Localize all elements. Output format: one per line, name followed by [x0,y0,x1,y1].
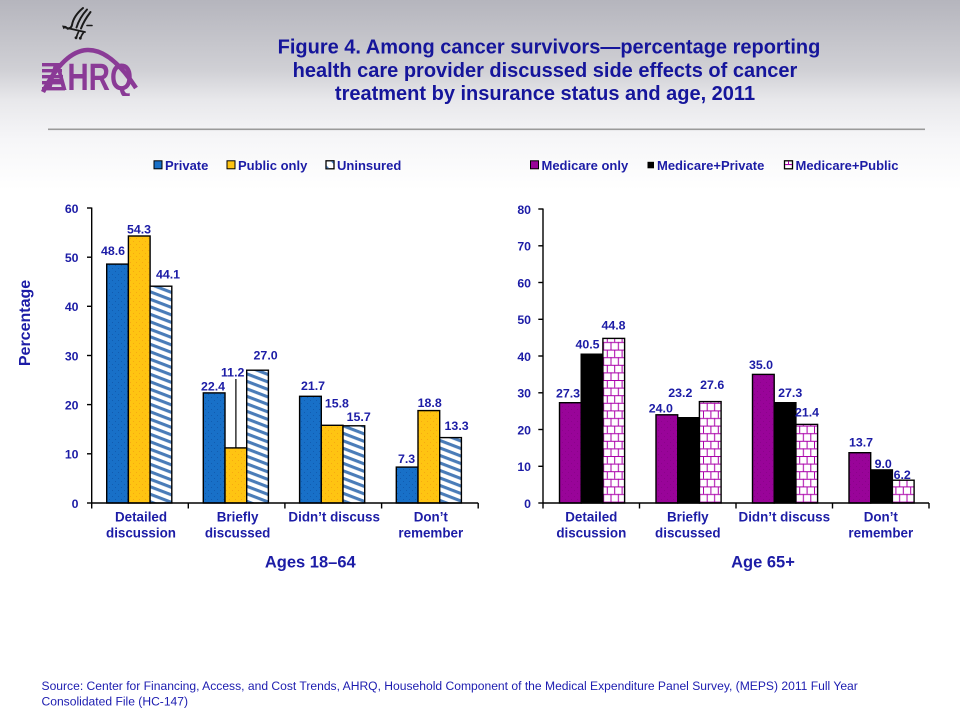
svg-text:Uninsured: Uninsured [337,158,401,173]
svg-text:15.8: 15.8 [325,397,349,411]
svg-text:27.3: 27.3 [556,387,580,401]
svg-text:Private: Private [165,158,208,173]
svg-text:40.5: 40.5 [575,338,599,352]
svg-text:Medicare only: Medicare only [542,158,629,173]
svg-text:Detailed: Detailed [565,510,617,525]
svg-text:18.8: 18.8 [418,396,442,410]
svg-text:Ages 18–64: Ages 18–64 [265,554,357,572]
svg-text:Medicare+Public: Medicare+Public [796,158,899,173]
svg-text:treatment by insurance status: treatment by insurance status and age, 2… [335,83,755,105]
svg-text:9.0: 9.0 [875,457,892,471]
svg-text:80: 80 [517,203,531,217]
svg-text:AHRQ: AHRQ [46,57,133,99]
svg-text:Percentage: Percentage [17,280,34,366]
svg-text:44.8: 44.8 [601,318,625,332]
svg-text:30: 30 [517,387,531,401]
svg-text:Source: Center for Financing,: Source: Center for Financing, Access, an… [42,679,858,693]
svg-text:7.3: 7.3 [398,452,415,466]
svg-text:Briefly: Briefly [667,510,709,525]
svg-text:Figure 4. Among cancer survivo: Figure 4. Among cancer survivors—percent… [278,37,821,59]
svg-text:21.4: 21.4 [795,405,819,419]
svg-text:Didn’t discuss: Didn’t discuss [739,510,831,525]
svg-text:Detailed: Detailed [115,510,167,525]
svg-text:discussion: discussion [106,526,176,541]
svg-text:11.2: 11.2 [221,366,245,380]
svg-text:discussed: discussed [205,526,271,541]
svg-text:40: 40 [65,300,79,314]
svg-text:21.7: 21.7 [301,379,325,393]
svg-text:remember: remember [398,526,464,541]
svg-text:Don’t: Don’t [864,510,899,525]
svg-text:discussion: discussion [556,526,626,541]
svg-text:44.1: 44.1 [156,268,180,282]
svg-text:0: 0 [524,497,531,511]
svg-text:Age 65+: Age 65+ [731,554,795,572]
svg-text:13.3: 13.3 [445,419,469,433]
svg-text:50: 50 [517,313,531,327]
svg-text:10: 10 [517,460,531,474]
svg-text:20: 20 [65,398,79,412]
svg-text:50: 50 [65,251,79,265]
svg-text:40: 40 [517,350,531,364]
svg-text:Don’t: Don’t [414,510,449,525]
svg-text:10: 10 [65,448,79,462]
svg-text:discussed: discussed [655,526,721,541]
svg-text:60: 60 [517,276,531,290]
svg-text:22.4: 22.4 [201,380,225,394]
svg-text:23.2: 23.2 [668,386,692,400]
svg-text:27.0: 27.0 [254,349,278,363]
svg-text:24.0: 24.0 [649,402,673,416]
svg-text:Consolidated File (HC-147): Consolidated File (HC-147) [42,695,189,709]
svg-text:70: 70 [517,240,531,254]
svg-text:30: 30 [65,349,79,363]
svg-text:Medicare+Private: Medicare+Private [657,158,764,173]
svg-text:13.7: 13.7 [849,436,873,450]
svg-text:15.7: 15.7 [347,410,371,424]
svg-text:health care provider discussed: health care provider discussed side effe… [293,60,798,82]
svg-text:20: 20 [517,423,531,437]
svg-text:48.6: 48.6 [101,244,125,258]
svg-text:6.2: 6.2 [894,468,911,482]
svg-text:27.6: 27.6 [700,378,724,392]
svg-text:Public only: Public only [238,158,308,173]
svg-text:35.0: 35.0 [749,358,773,372]
svg-text:54.3: 54.3 [127,223,151,237]
svg-text:0: 0 [72,497,79,511]
svg-text:Briefly: Briefly [217,510,259,525]
svg-text:remember: remember [848,526,914,541]
svg-text:60: 60 [65,202,79,216]
svg-text:27.3: 27.3 [778,386,802,400]
svg-text:Didn’t discuss: Didn’t discuss [288,510,380,525]
